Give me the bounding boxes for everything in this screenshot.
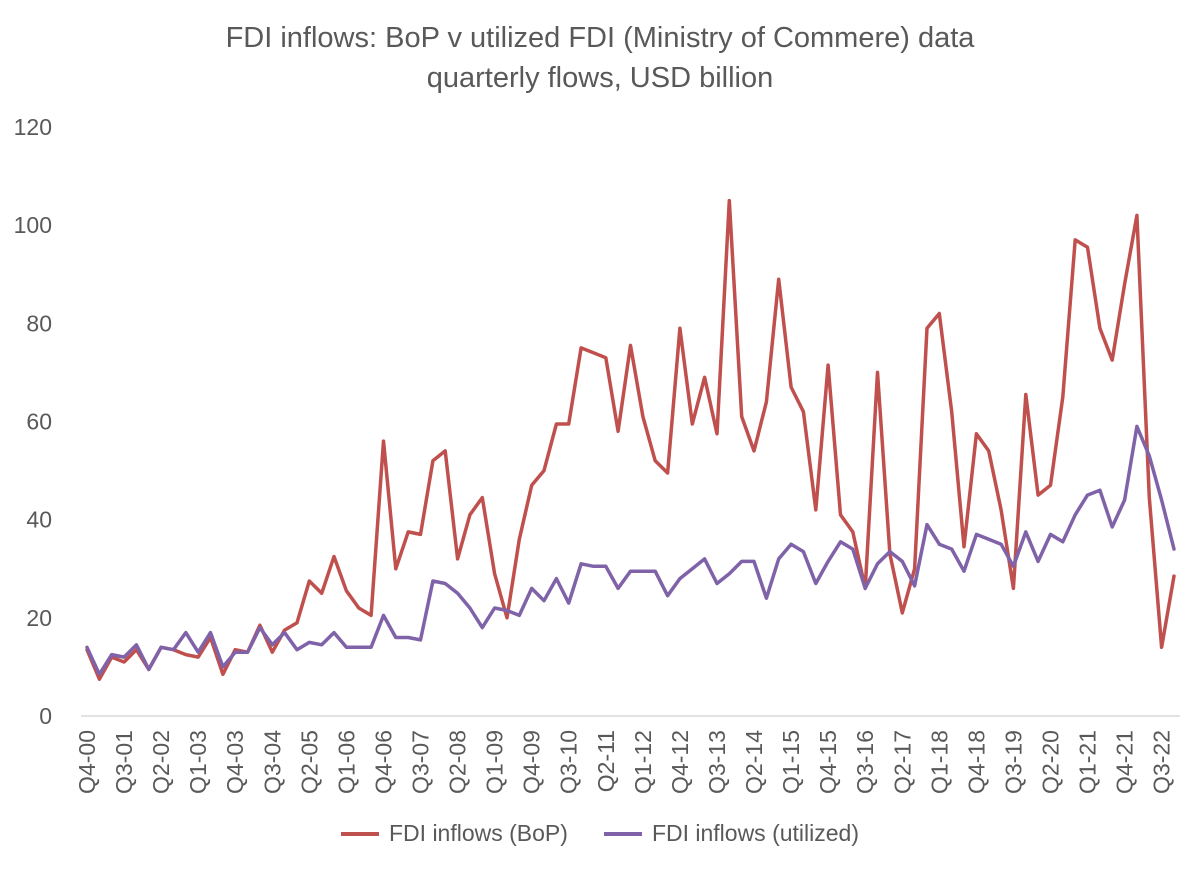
x-tick-label: Q4-15 — [815, 730, 841, 794]
legend: FDI inflows (BoP) FDI inflows (utilized) — [0, 820, 1200, 847]
x-tick-label: Q4-21 — [1112, 730, 1138, 794]
y-tick-label: 40 — [26, 507, 52, 533]
x-tick-label: Q1-12 — [630, 730, 656, 794]
x-tick-label: Q4-09 — [519, 730, 545, 794]
y-tick-label: 120 — [14, 114, 52, 140]
x-tick-label: Q1-03 — [185, 730, 211, 794]
x-tick-label: Q3-22 — [1149, 730, 1175, 794]
x-tick-label: Q4-12 — [667, 730, 693, 794]
x-tick-label: Q2-20 — [1037, 730, 1063, 794]
x-tick-label: Q3-16 — [852, 730, 878, 794]
x-tick-label: Q3-19 — [1000, 730, 1026, 794]
x-tick-label: Q1-06 — [333, 730, 359, 794]
y-tick-label: 0 — [39, 703, 52, 729]
x-tick-label: Q1-18 — [926, 730, 952, 794]
x-tick-label: Q2-08 — [445, 730, 471, 794]
x-tick-label: Q4-18 — [963, 730, 989, 794]
x-tick-label: Q3-04 — [259, 730, 285, 794]
x-tick-label: Q3-13 — [704, 730, 730, 794]
x-tick-label: Q2-17 — [889, 730, 915, 794]
chart-subtitle: quarterly flows, USD billion — [426, 62, 774, 94]
legend-item-bop: FDI inflows (BoP) — [341, 820, 568, 847]
y-tick-label: 100 — [14, 212, 52, 238]
legend-label-bop: FDI inflows (BoP) — [389, 820, 568, 846]
x-tick-label: Q3-07 — [408, 730, 434, 794]
legend-swatch-utilized — [603, 831, 642, 836]
series-line-utilized — [85, 424, 1176, 677]
y-tick-label: 20 — [26, 605, 52, 631]
y-tick-label: 80 — [26, 310, 52, 336]
x-tick-label: Q2-14 — [741, 730, 767, 794]
x-tick-label: Q3-10 — [556, 730, 582, 794]
legend-label-utilized: FDI inflows (utilized) — [651, 820, 859, 846]
x-tick-label: Q3-01 — [111, 730, 137, 794]
x-tick-label: Q1-15 — [778, 730, 804, 794]
x-tick-label: Q4-00 — [74, 730, 100, 794]
chart-title: FDI inflows: BoP v utilized FDI (Ministr… — [225, 22, 975, 54]
series-line-bop — [85, 198, 1176, 681]
legend-swatch-bop — [341, 831, 379, 836]
x-tick-label: Q1-09 — [482, 730, 508, 794]
x-tick-label: Q2-11 — [593, 730, 619, 792]
y-tick-label: 60 — [26, 409, 52, 435]
x-tick-label: Q4-06 — [370, 730, 396, 794]
x-tick-label: Q2-05 — [296, 730, 322, 794]
x-tick-label: Q2-02 — [148, 730, 174, 794]
x-tick-label: Q1-21 — [1075, 730, 1101, 794]
x-tick-label: Q4-03 — [222, 730, 248, 794]
legend-item-utilized: FDI inflows (utilized) — [603, 820, 859, 847]
